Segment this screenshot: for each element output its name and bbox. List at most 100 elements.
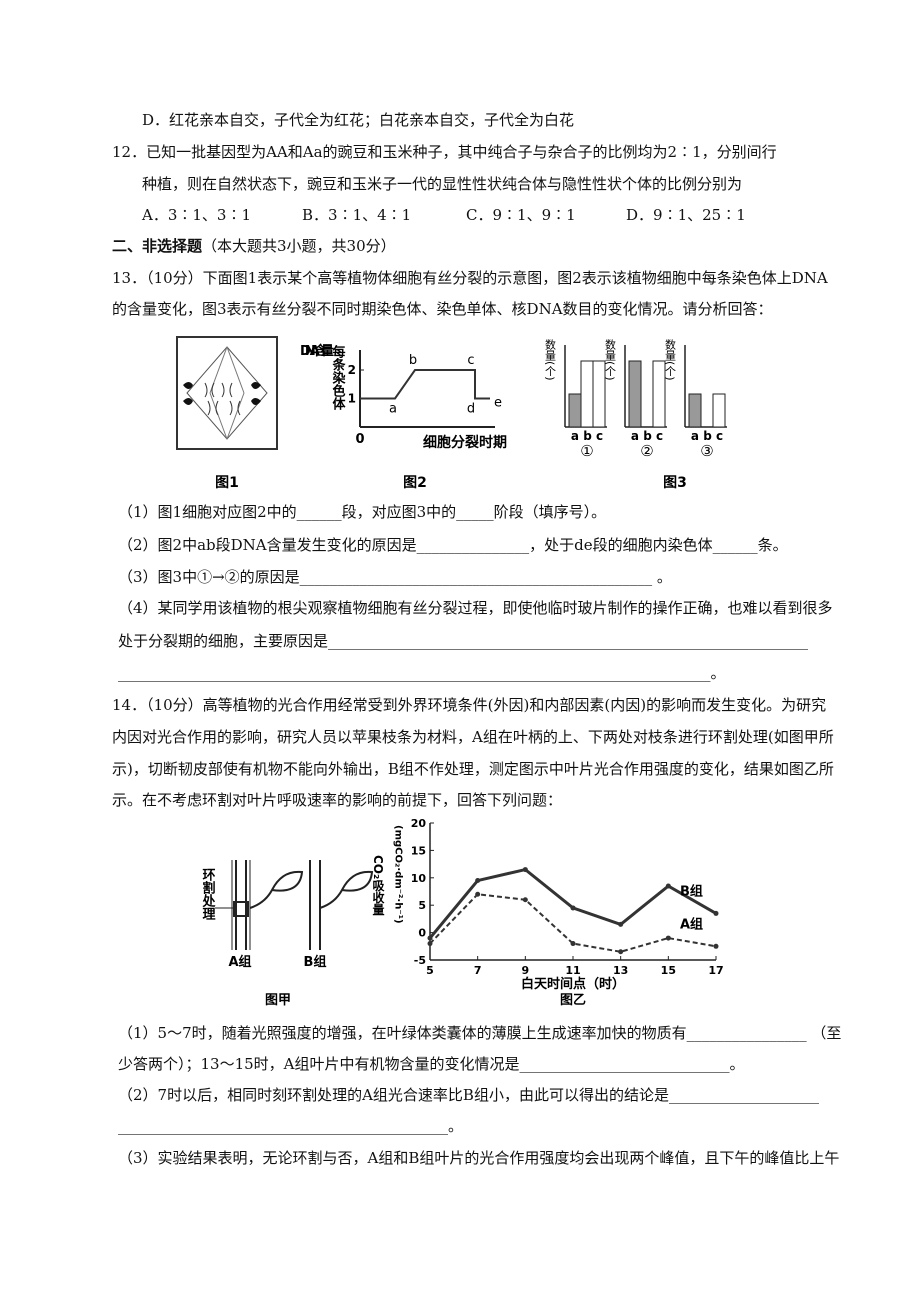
question-part: （3）实验结果表明，无论环割与否，A组和B组叶片的光合作用强度均会出现两个峰值，… xyxy=(118,1149,840,1167)
bar xyxy=(652,360,666,428)
caption: 图乙 xyxy=(560,993,586,1008)
point xyxy=(713,943,719,949)
section-heading: 二、非选择题（本大题共3小题，共30分） xyxy=(112,236,396,256)
y-tick-label: 0 xyxy=(418,927,426,940)
point xyxy=(427,941,433,947)
line xyxy=(360,369,490,400)
question-stem: 12．已知一批基因型为AA和Aa的豌豆和玉米种子，其中纯合子与杂合子的比例均为2… xyxy=(112,143,777,161)
question-part: （2）7时以后，相同时刻环割处理的A组光合速率比B组小，由此可以得出的结论是__… xyxy=(118,1086,819,1104)
point xyxy=(522,867,528,873)
x-tick-label: 17 xyxy=(708,964,723,977)
y-tick-label: 1 xyxy=(348,392,356,406)
option: A．3∶1、3∶1 xyxy=(142,206,252,224)
y-tick-label: 2 xyxy=(348,363,356,377)
question-part: （4）某同学用该植物的根尖观察植物细胞有丝分裂过程，即使他临时玻片制作的操作正确… xyxy=(118,599,833,617)
question-part: （3）图3中①→②的原因是___________________________… xyxy=(118,568,672,586)
point xyxy=(522,897,528,903)
point xyxy=(475,878,481,884)
y-label: 每条染色体 xyxy=(330,344,347,411)
caption: 图1 xyxy=(215,475,239,491)
option: C．9∶1、9∶1 xyxy=(466,206,576,224)
label: B组 xyxy=(304,954,327,970)
y-label: DNA含量 xyxy=(300,343,334,359)
legend-label: B组 xyxy=(680,883,703,899)
group-label: ③ xyxy=(700,442,713,460)
point-label: b xyxy=(409,353,417,368)
point-label: d xyxy=(467,402,475,417)
series-line xyxy=(428,867,717,940)
point-label: e xyxy=(494,396,502,411)
point-label: a xyxy=(389,402,397,417)
point xyxy=(713,910,719,916)
x-label: 细胞分裂时期 xyxy=(423,434,507,451)
question-stem: 种植，则在自然状态下，豌豆和玉米子一代的显性性状纯合体与隐性性状个体的比例分别为 xyxy=(142,175,743,193)
bar xyxy=(580,360,594,428)
fig1: 图1 xyxy=(176,336,278,491)
bar-labels: a b c xyxy=(571,429,603,443)
option: D．红花亲本自交，子代全为红花；白花亲本自交，子代全为白花 xyxy=(142,111,575,129)
option: D．9∶1、25∶1 xyxy=(626,206,746,224)
x-tick-label: 5 xyxy=(426,964,434,977)
bar xyxy=(712,393,726,428)
bar xyxy=(688,393,702,428)
fig-jia: 环割处理 A组 B组 图甲 xyxy=(200,860,374,1008)
point-label: c xyxy=(467,353,474,368)
caption: 图甲 xyxy=(265,993,291,1008)
x-label: 白天时间点（时） xyxy=(521,976,625,992)
question-part: （1）图1细胞对应图2中的______段，对应图3中的_____阶段（填序号）。 xyxy=(118,503,607,521)
x-tick-label: 9 xyxy=(522,964,530,977)
question-part: （1）5～7时，随着光照强度的增强，在叶绿体类囊体的薄膜上生成速率加快的物质有_… xyxy=(118,1024,842,1042)
point xyxy=(570,941,576,947)
question-part: 少答两个）；13～15时，A组叶片中有机物含量的变化情况是___________… xyxy=(118,1055,745,1073)
x-tick-label: 7 xyxy=(474,964,482,977)
bar xyxy=(568,393,582,428)
question-stem: 内因对光合作用的影响，研究人员以苹果枝条为材料，A组在叶柄的上、下两处对枝条进行… xyxy=(112,728,834,746)
y-label: 数量(个) xyxy=(544,339,557,381)
group-label: ② xyxy=(640,442,653,460)
bar xyxy=(592,360,606,428)
question-stem: 14．（10分）高等植物的光合作用经常受到外界环境条件(外因)和内部因素(内因)… xyxy=(112,696,827,714)
question-stem: 示)，切断韧皮部使有机物不能向外输出，B组不作处理，测定图示中叶片光合作用强度的… xyxy=(112,760,834,778)
x-tick-label: 13 xyxy=(613,964,628,977)
question-part: 处于分裂期的细胞，主要原因是__________________________… xyxy=(118,632,809,650)
caption: 图3 xyxy=(663,475,687,491)
y-tick-label: 20 xyxy=(411,817,427,830)
legend-label: A组 xyxy=(680,916,703,932)
label: 环割处理 xyxy=(200,868,217,920)
point xyxy=(570,905,576,911)
section-title: 二、非选择题 xyxy=(112,237,203,255)
x-tick-label: 15 xyxy=(661,964,676,977)
origin-label: 0 xyxy=(355,432,364,447)
y-label: 数量(个) xyxy=(604,339,617,381)
bar-labels: a b c xyxy=(631,429,663,443)
label: A组 xyxy=(228,954,251,970)
question-part: ________________________________________… xyxy=(118,664,726,682)
option: B．3∶1、4∶1 xyxy=(302,206,412,224)
caption: 图2 xyxy=(403,475,427,491)
y-unit: (mgCO₂·dm⁻²·h⁻¹) xyxy=(393,825,404,924)
x-tick-label: 11 xyxy=(565,964,580,977)
question-stem: 13．（10分）下面图1表示某个高等植物体细胞有丝分裂的示意图，图2表示该植物细… xyxy=(112,269,828,287)
point xyxy=(665,935,671,941)
question-part: ________________________________________… xyxy=(118,1117,464,1135)
point xyxy=(618,949,624,955)
y-label: CO₂吸收量 xyxy=(371,855,385,915)
y-tick-label: 15 xyxy=(411,844,426,857)
question-stem: 示。在不考虑环割对叶片呼吸速率的影响的前提下，回答下列问题： xyxy=(112,791,563,809)
bar-labels: a b c xyxy=(691,429,723,443)
y-tick-label: -5 xyxy=(414,954,426,967)
y-tick-label: 5 xyxy=(418,899,426,912)
group-label: ① xyxy=(580,442,593,460)
point xyxy=(618,921,624,927)
point xyxy=(427,935,433,941)
question-stem: 的含量变化，图3表示有丝分裂不同时期染色体、染色单体、核DNA数目的变化情况。请… xyxy=(112,300,773,318)
question-part: （2）图2中ab段DNA含量发生变化的原因是_______________，处于… xyxy=(118,536,788,554)
y-tick-label: 10 xyxy=(411,872,427,885)
section-note: （本大题共3小题，共30分） xyxy=(202,237,396,255)
